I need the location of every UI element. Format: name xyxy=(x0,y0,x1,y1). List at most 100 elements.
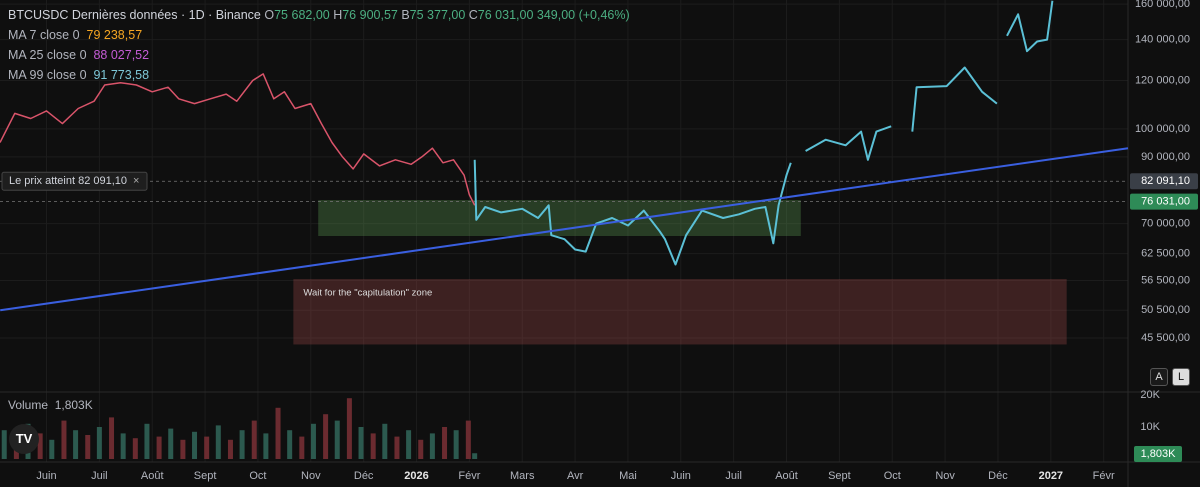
indicators: MA 7 close 0 79 238,57 MA 25 close 0 88 0… xyxy=(8,25,630,85)
price-label: 82 091,10 xyxy=(1141,175,1190,187)
volume-title: Volume xyxy=(8,398,49,412)
volume-tick-label: 20K xyxy=(1140,389,1160,401)
volume-bar xyxy=(180,439,186,459)
volume-bar xyxy=(394,436,400,459)
ohlc-key: B xyxy=(401,8,410,22)
volume-bar xyxy=(168,428,174,459)
volume-legend: Volume 1,803K xyxy=(8,398,93,412)
x-tick-label: Sept xyxy=(828,470,851,482)
volume-bar xyxy=(299,436,305,459)
volume-bar xyxy=(120,433,126,459)
alert-label: Le prix atteint 82 091,10 xyxy=(9,175,127,187)
ohlc-value: 76 900,57 xyxy=(342,8,398,22)
volume-bar xyxy=(465,420,471,459)
price-label-box xyxy=(1130,193,1198,210)
volume-bar xyxy=(132,438,138,459)
y-tick-label: 140 000,00 xyxy=(1135,33,1190,45)
series-line xyxy=(0,147,1129,312)
volume-bar xyxy=(334,420,340,459)
x-tick-label: Nov xyxy=(935,470,955,482)
volume-bar xyxy=(310,423,316,459)
x-tick-label: Févr xyxy=(458,470,480,482)
volume-bar xyxy=(239,430,245,459)
y-tick-label: 100 000,00 xyxy=(1135,123,1190,135)
symbol-row: BTCUSDC Dernières données · 1D · Binance… xyxy=(8,5,630,25)
volume-bar xyxy=(453,430,459,459)
indicator[interactable]: MA 99 close 0 91 773,58 xyxy=(8,65,630,85)
indicator-name: MA 7 close 0 xyxy=(8,28,80,42)
y-tick-label: 70 000,00 xyxy=(1141,217,1190,229)
price-label: 76 031,00 xyxy=(1141,196,1190,208)
ohlc-key: H xyxy=(333,8,343,22)
x-tick-label: Mai xyxy=(619,470,637,482)
volume-bar xyxy=(156,436,162,459)
logo[interactable]: TV xyxy=(9,424,39,454)
x-tick-label: Déc xyxy=(354,470,374,482)
volume-bar xyxy=(251,420,257,459)
indicator-name: MA 25 close 0 xyxy=(8,48,87,62)
volume-bar xyxy=(287,430,293,459)
x-tick-label: Juil xyxy=(91,470,108,482)
alert-box xyxy=(1,171,148,191)
x-tick-label: Oct xyxy=(884,470,901,482)
volume-bar xyxy=(323,414,329,459)
alert-close[interactable]: × xyxy=(133,175,139,187)
volume-bar xyxy=(109,417,115,459)
volume-bar xyxy=(472,453,478,459)
y-tick-label: 160 000,00 xyxy=(1135,0,1190,10)
volume-bar xyxy=(275,407,281,459)
zone-label: Wait for the "capitulation" zone xyxy=(303,288,432,299)
y-tick-label: 45 500,00 xyxy=(1141,332,1190,344)
ohlc-value: 75 682,00 xyxy=(274,8,330,22)
x-tick-label: 2027 xyxy=(1039,470,1063,482)
x-tick-label: Juin xyxy=(36,470,56,482)
button-log[interactable]: L xyxy=(1172,368,1190,386)
volume-bar xyxy=(37,433,43,459)
volume-bar xyxy=(370,433,376,459)
x-tick-label: Mars xyxy=(510,470,535,482)
y-tick-label: 62 500,00 xyxy=(1141,248,1190,260)
y-tick-label: 90 000,00 xyxy=(1141,151,1190,163)
x-tick-label: Déc xyxy=(988,470,1008,482)
volume-bar xyxy=(85,435,91,459)
x-tick-label: Août xyxy=(141,470,164,482)
volume-bar xyxy=(49,439,55,459)
indicator[interactable]: MA 25 close 0 88 027,52 xyxy=(8,45,630,65)
change: 349,00 (+0,46%) xyxy=(536,8,630,22)
x-tick-label: Févr xyxy=(1093,470,1115,482)
indicator-value: 79 238,57 xyxy=(86,28,143,42)
indicator-value: 91 773,58 xyxy=(93,68,150,82)
volume-bar xyxy=(204,436,210,459)
price-label-box xyxy=(1130,173,1198,190)
ohlc-key: O xyxy=(264,8,275,22)
x-tick-label: Juil xyxy=(725,470,742,482)
volume-bar xyxy=(429,433,435,459)
x-tick-label: 2026 xyxy=(404,470,428,482)
zone xyxy=(293,279,1067,345)
volume-bar xyxy=(346,398,352,459)
volume-bar xyxy=(263,433,269,459)
volume-value: 1,803K xyxy=(54,398,93,412)
volume-bar xyxy=(192,431,198,459)
indicator-name: MA 99 close 0 xyxy=(8,68,87,82)
symbol: BTCUSDC Dernières données · 1D · Binance xyxy=(8,8,261,22)
volume-bar xyxy=(144,423,150,459)
volume-label-box xyxy=(1134,446,1182,462)
ohlc: O75 682,00 H76 900,57 B75 377,00 C76 031… xyxy=(264,8,537,22)
legend: BTCUSDC Dernières données · 1D · Binance… xyxy=(8,5,630,85)
volume-bar xyxy=(1,430,7,459)
x-tick-label: Nov xyxy=(301,470,321,482)
volume-bar xyxy=(358,427,364,459)
volume-bar xyxy=(382,423,388,459)
indicator-value: 88 027,52 xyxy=(93,48,150,62)
x-tick-label: Sept xyxy=(194,470,217,482)
button-auto[interactable]: A xyxy=(1150,368,1168,386)
indicator[interactable]: MA 7 close 0 79 238,57 xyxy=(8,25,630,45)
ohlc-key: C xyxy=(468,8,478,22)
series-line xyxy=(805,125,892,161)
y-tick-label: 56 500,00 xyxy=(1141,274,1190,286)
y-tick-label: 50 500,00 xyxy=(1141,304,1190,316)
series-line xyxy=(0,73,476,206)
